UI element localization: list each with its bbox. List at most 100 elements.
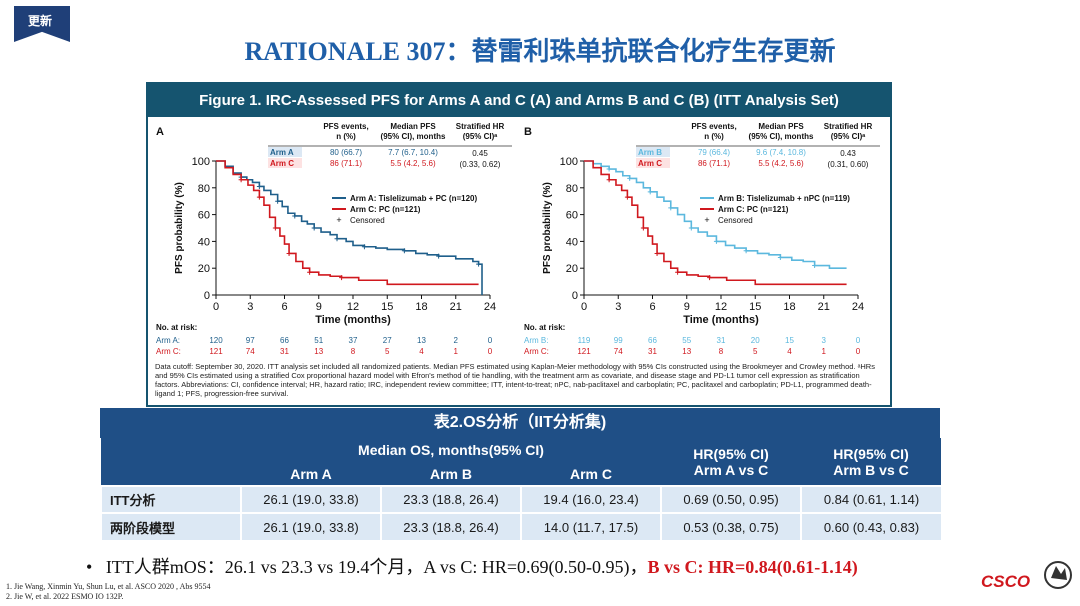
at-risk-value: 8 (351, 347, 356, 356)
series-line-arm-b (584, 160, 847, 269)
x-tick-label: 9 (316, 301, 322, 313)
at-risk-value: 97 (246, 336, 255, 345)
censor-mark (606, 166, 612, 172)
figure-footnote: Data cutoff: September 30, 2020. ITT ana… (155, 362, 875, 398)
legend-label: Arm C: PC (n=121) (718, 205, 789, 214)
legend-label: Censored (350, 216, 385, 225)
censor-mark (707, 275, 713, 281)
reference-1: 1. Jie Wang, Xinmin Yu, Shun Lu, et al. … (6, 582, 211, 591)
y-tick-label: 0 (204, 290, 210, 302)
at-risk-title: No. at risk: (156, 323, 197, 332)
logo-emblem-icon (1044, 561, 1072, 589)
arm-label-box (636, 158, 670, 168)
at-risk-value: 74 (614, 347, 623, 356)
hr-b-vs-c-header: HR(95% CI) Arm B vs C (801, 438, 942, 486)
at-risk-value: 13 (682, 347, 691, 356)
table-cell: 26.1 (19.0, 33.8) (240, 512, 381, 540)
at-risk-label: Arm C: (156, 347, 181, 356)
at-risk-value: 66 (648, 336, 657, 345)
legend-label: Arm A: Tislelizumab + PC (n=120) (350, 194, 477, 203)
series-line-arm-c (584, 160, 847, 286)
at-risk-value: 55 (682, 336, 691, 345)
censor-mark (627, 175, 633, 181)
censor-mark (743, 248, 749, 254)
censor-mark (606, 177, 612, 183)
y-tick-label: 20 (198, 263, 210, 275)
x-tick-label: 3 (615, 301, 621, 313)
table-cell: 0.60 (0.43, 0.83) (800, 512, 942, 540)
at-risk-title: No. at risk: (524, 323, 565, 332)
x-axis-title: Time (months) (683, 314, 759, 326)
censor-mark (777, 254, 783, 260)
arm-a-header: Arm A (241, 462, 381, 486)
table-arm-label: Arm A (270, 148, 294, 157)
x-tick-label: 18 (783, 301, 795, 313)
table-cell: 23.3 (18.8, 26.4) (380, 485, 521, 513)
at-risk-value: 3 (822, 336, 827, 345)
censor-mark (812, 263, 818, 269)
table-row: 两阶段模型 26.1 (19.0, 33.8) 23.3 (18.8, 26.4… (100, 512, 942, 540)
reference-2: 2. Jie W, et al. 2022 ESMO IO 132P. (6, 592, 124, 601)
hr-a-vs-c-header: HR(95% CI) Arm A vs C (661, 438, 802, 486)
censor-mark (361, 244, 367, 250)
y-tick-label: 0 (572, 290, 578, 302)
table-median-value: 5.5 (4.2, 5.6) (390, 159, 436, 168)
table-header-text: n (%) (336, 132, 356, 141)
panel-letter: B (524, 126, 532, 138)
censor-mark (292, 213, 298, 219)
table-header-text: PFS events, (323, 122, 368, 131)
table-hr-ci: (0.33, 0.62) (460, 160, 501, 169)
censor-mark (256, 194, 262, 200)
x-tick-label: 12 (715, 301, 727, 313)
os-table: 表2.OS分析（IIT分析集) Median OS, months(95% CI… (100, 408, 942, 540)
row-label: ITT分析 (100, 485, 241, 513)
summary-highlight: B vs C: HR=0.84(0.61-1.14) (647, 557, 858, 577)
x-tick-label: 24 (484, 301, 496, 313)
y-tick-label: 60 (198, 210, 210, 222)
median-os-header: Median OS, months(95% CI) (241, 438, 662, 462)
censor-mark (668, 205, 674, 211)
x-tick-label: 6 (649, 301, 655, 313)
at-risk-value: 66 (280, 336, 289, 345)
table-header-text: PFS events, (691, 122, 736, 131)
y-axis-title: PFS probability (%) (542, 182, 553, 274)
table-events-value: 86 (71.1) (698, 159, 730, 168)
x-tick-label: 18 (415, 301, 427, 313)
censor-mark (286, 250, 292, 256)
at-risk-value: 119 (578, 336, 591, 345)
table-cell: 14.0 (11.7, 17.5) (519, 512, 662, 540)
table-hr-ci: (0.31, 0.60) (828, 160, 869, 169)
censor-mark (436, 253, 442, 259)
at-risk-value: 0 (488, 347, 493, 356)
csco-logo: CSCO (981, 558, 1076, 598)
censor-mark (311, 225, 317, 231)
table-hr-value: 0.43 (840, 149, 856, 158)
censor-mark (339, 275, 345, 281)
censor-mark (334, 236, 340, 242)
at-risk-value: 5 (385, 347, 390, 356)
x-tick-label: 21 (450, 301, 462, 313)
x-tick-label: 3 (247, 301, 253, 313)
series-line-arm-c (216, 160, 479, 286)
references: 1. Jie Wang, Xinmin Yu, Shun Lu, et al. … (6, 582, 210, 602)
summary-bullet: • ITT人群mOS：26.1 vs 23.3 vs 19.4个月，A vs C… (86, 557, 858, 577)
at-risk-value: 2 (454, 336, 459, 345)
x-tick-label: 12 (347, 301, 359, 313)
row-label: 两阶段模型 (100, 512, 241, 540)
at-risk-value: 4 (787, 347, 792, 356)
censor-mark (654, 250, 660, 256)
at-risk-value: 31 (280, 347, 289, 356)
summary-text: ITT人群mOS：26.1 vs 23.3 vs 19.4个月，A vs C: … (105, 557, 648, 577)
legend-censor-mark: + (336, 215, 341, 225)
at-risk-value: 0 (856, 347, 861, 356)
logo-text: CSCO (981, 572, 1031, 591)
at-risk-value: 13 (314, 347, 323, 356)
table-median-value: 5.5 (4.2, 5.6) (758, 159, 804, 168)
x-tick-label: 21 (818, 301, 830, 313)
at-risk-value: 1 (454, 347, 459, 356)
at-risk-value: 51 (314, 336, 323, 345)
y-tick-label: 40 (566, 236, 578, 248)
arm-label-box (636, 147, 670, 157)
at-risk-value: 15 (785, 336, 794, 345)
table-cell: 19.4 (16.0, 23.4) (519, 485, 662, 513)
